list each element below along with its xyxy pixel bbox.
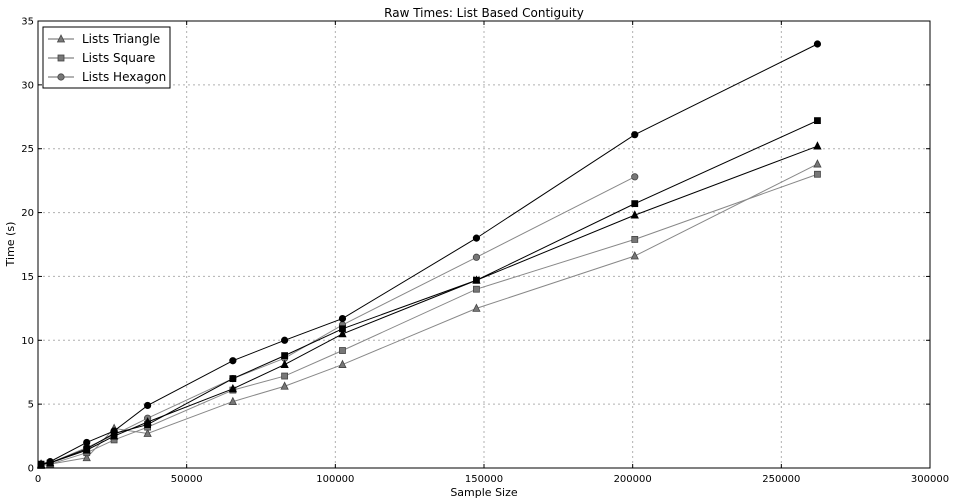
y-axis-title: Time (s)	[4, 222, 17, 268]
data-point	[630, 251, 639, 260]
data-point	[83, 445, 91, 453]
data-point	[281, 372, 289, 380]
x-tick-label: 300000	[911, 474, 949, 485]
x-tick-label: 100000	[316, 474, 354, 485]
data-point	[472, 234, 481, 242]
data-point	[229, 357, 237, 365]
data-point	[280, 381, 289, 390]
x-tick-label: 0	[35, 474, 41, 485]
legend-marker	[56, 34, 66, 43]
data-point	[110, 427, 118, 435]
y-tick-label: 20	[21, 208, 34, 219]
legend: Lists Triangle Lists Square Lists Hexagon	[42, 26, 171, 89]
data-point	[144, 401, 152, 410]
y-tick-label: 0	[28, 464, 34, 475]
data-point	[814, 170, 821, 178]
axis-ticks: 0 50000 100000 150000 200000 250000 300000 0 5 10…	[21, 17, 949, 486]
data-point	[813, 141, 822, 150]
x-axis-title: Sample Size	[450, 486, 518, 499]
data-point	[631, 131, 639, 139]
data-point	[338, 329, 347, 338]
series-6	[37, 40, 822, 468]
data-series	[36, 40, 822, 469]
data-point	[46, 458, 54, 466]
data-point	[813, 159, 822, 168]
x-tick-label: 200000	[614, 474, 652, 485]
legend-marker	[57, 73, 65, 81]
y-tick-label: 30	[21, 80, 34, 91]
data-point	[82, 452, 91, 462]
data-point	[813, 40, 822, 48]
data-point	[631, 200, 639, 208]
data-point	[228, 383, 238, 393]
data-point	[338, 359, 347, 368]
data-point	[37, 460, 45, 468]
y-tick-label: 15	[21, 272, 34, 283]
legend-marker	[57, 54, 65, 62]
chart-title: Raw Times: List Based Contiguity	[384, 6, 584, 20]
legend-label: Lists Square	[82, 51, 155, 65]
legend-entry: Lists Square	[48, 51, 155, 65]
data-point	[280, 359, 289, 368]
legend-label: Lists Hexagon	[82, 70, 166, 84]
data-point	[144, 421, 152, 428]
data-point	[229, 375, 237, 383]
data-point	[814, 117, 821, 125]
x-tick-label: 150000	[465, 474, 503, 485]
x-tick-label: 250000	[762, 474, 800, 485]
x-tick-label: 50000	[171, 474, 203, 485]
data-point	[339, 325, 346, 333]
legend-entry: Lists Hexagon	[48, 70, 166, 84]
data-point	[281, 336, 289, 344]
data-point	[472, 303, 481, 312]
data-point	[630, 210, 639, 219]
data-point	[339, 347, 346, 354]
data-point	[228, 396, 238, 405]
legend-entry: Lists Triangle	[48, 32, 160, 46]
y-tick-label: 5	[28, 400, 34, 411]
data-point	[473, 276, 480, 284]
data-point	[281, 352, 289, 360]
y-tick-label: 35	[21, 17, 34, 28]
data-point	[338, 314, 347, 323]
series-line	[40, 176, 635, 465]
data-point	[143, 428, 152, 437]
y-tick-label: 25	[21, 144, 34, 155]
data-point	[473, 285, 480, 293]
y-tick-label: 10	[21, 336, 34, 347]
data-point	[472, 253, 481, 261]
data-point	[631, 173, 639, 181]
legend-label: Lists Triangle	[82, 32, 160, 46]
data-point	[83, 438, 91, 447]
data-point	[631, 235, 639, 243]
